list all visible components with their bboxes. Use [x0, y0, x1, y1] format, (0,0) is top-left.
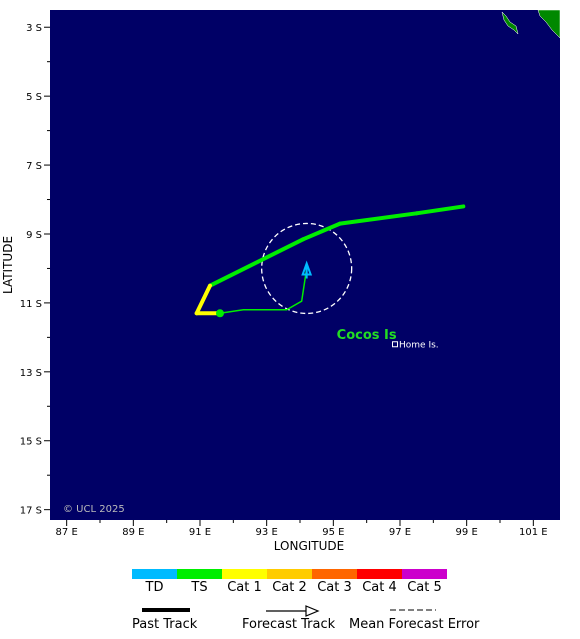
- past-track-segment: [208, 237, 306, 288]
- error-legend-label: Mean Forecast Error: [349, 617, 480, 632]
- cocos-islands-label: Cocos Is: [337, 328, 397, 343]
- lat-tick-label: 3 S: [26, 23, 42, 34]
- legend: Past Track Forecast Track Mean Forecast …: [132, 605, 480, 632]
- lat-tick-label: 13 S: [20, 368, 42, 379]
- forecast-arrow-icon: [301, 260, 313, 279]
- past-track-segment: [338, 211, 419, 226]
- lat-tick-label: 7 S: [26, 161, 42, 172]
- intensity-swatch: [177, 569, 222, 579]
- intensity-label: Cat 5: [407, 580, 442, 595]
- intensity-label: Cat 2: [272, 580, 307, 595]
- intensity-scale-labels: TD TS Cat 1 Cat 2 Cat 3 Cat 4 Cat 5: [145, 580, 442, 595]
- intensity-label: Cat 3: [317, 580, 352, 595]
- lon-tick-label: 91 E: [189, 527, 211, 538]
- past-track-segment: [194, 283, 212, 316]
- lon-tick-label: 93 E: [256, 527, 278, 538]
- past-track-segment: [301, 221, 342, 242]
- lat-tick-label: 9 S: [26, 230, 42, 241]
- forecast-error-circle: [261, 222, 353, 315]
- lon-tick-label: 97 E: [389, 527, 411, 538]
- past-track-legend-label: Past Track: [132, 617, 198, 632]
- forecast-track-legend-label: Forecast Track: [242, 617, 336, 632]
- lon-tick-label: 99 E: [456, 527, 478, 538]
- lat-tick-label: 17 S: [20, 506, 42, 517]
- forecast-track: [219, 268, 308, 314]
- intensity-swatch: [312, 569, 357, 579]
- past-track-segment: [414, 204, 466, 216]
- town-marker-icon: [392, 341, 398, 348]
- lon-tick-label: 89 E: [122, 527, 144, 538]
- lon-tick-label: 87 E: [56, 527, 78, 538]
- intensity-label: TS: [190, 580, 207, 595]
- intensity-label: Cat 1: [227, 580, 262, 595]
- copyright-notice: © UCL 2025: [63, 504, 125, 515]
- land-masses: [501, 9, 561, 39]
- past-track: [194, 204, 466, 316]
- y-axis-title: LATITUDE: [1, 236, 15, 294]
- town-label: Home Is.: [399, 340, 439, 350]
- intensity-swatch: [222, 569, 267, 579]
- x-axis-title: LONGITUDE: [274, 539, 344, 553]
- land-island: [501, 11, 519, 35]
- current-position-marker: [216, 309, 224, 318]
- intensity-swatch: [402, 569, 447, 579]
- land-sumatra: [537, 9, 561, 39]
- tick-labels: 3 S 5 S 7 S 9 S 11 S 13 S 15 S 17 S 87 E 89 E 91 E…: [20, 23, 548, 538]
- lat-tick-label: 5 S: [26, 92, 42, 103]
- lon-tick-label: 95 E: [322, 527, 344, 538]
- axis-ticks: [44, 26, 534, 526]
- intensity-swatch: [132, 569, 177, 579]
- lat-tick-label: 11 S: [20, 299, 42, 310]
- map-background: [50, 10, 560, 520]
- lat-tick-label: 15 S: [20, 437, 42, 448]
- lon-tick-label: 101 E: [519, 527, 548, 538]
- intensity-swatch: [357, 569, 402, 579]
- intensity-label: Cat 4: [362, 580, 397, 595]
- intensity-color-scale: [132, 569, 447, 579]
- forecast-arrow-legend-icon: [305, 605, 320, 617]
- intensity-label: TD: [145, 580, 164, 595]
- intensity-swatch: [267, 569, 312, 579]
